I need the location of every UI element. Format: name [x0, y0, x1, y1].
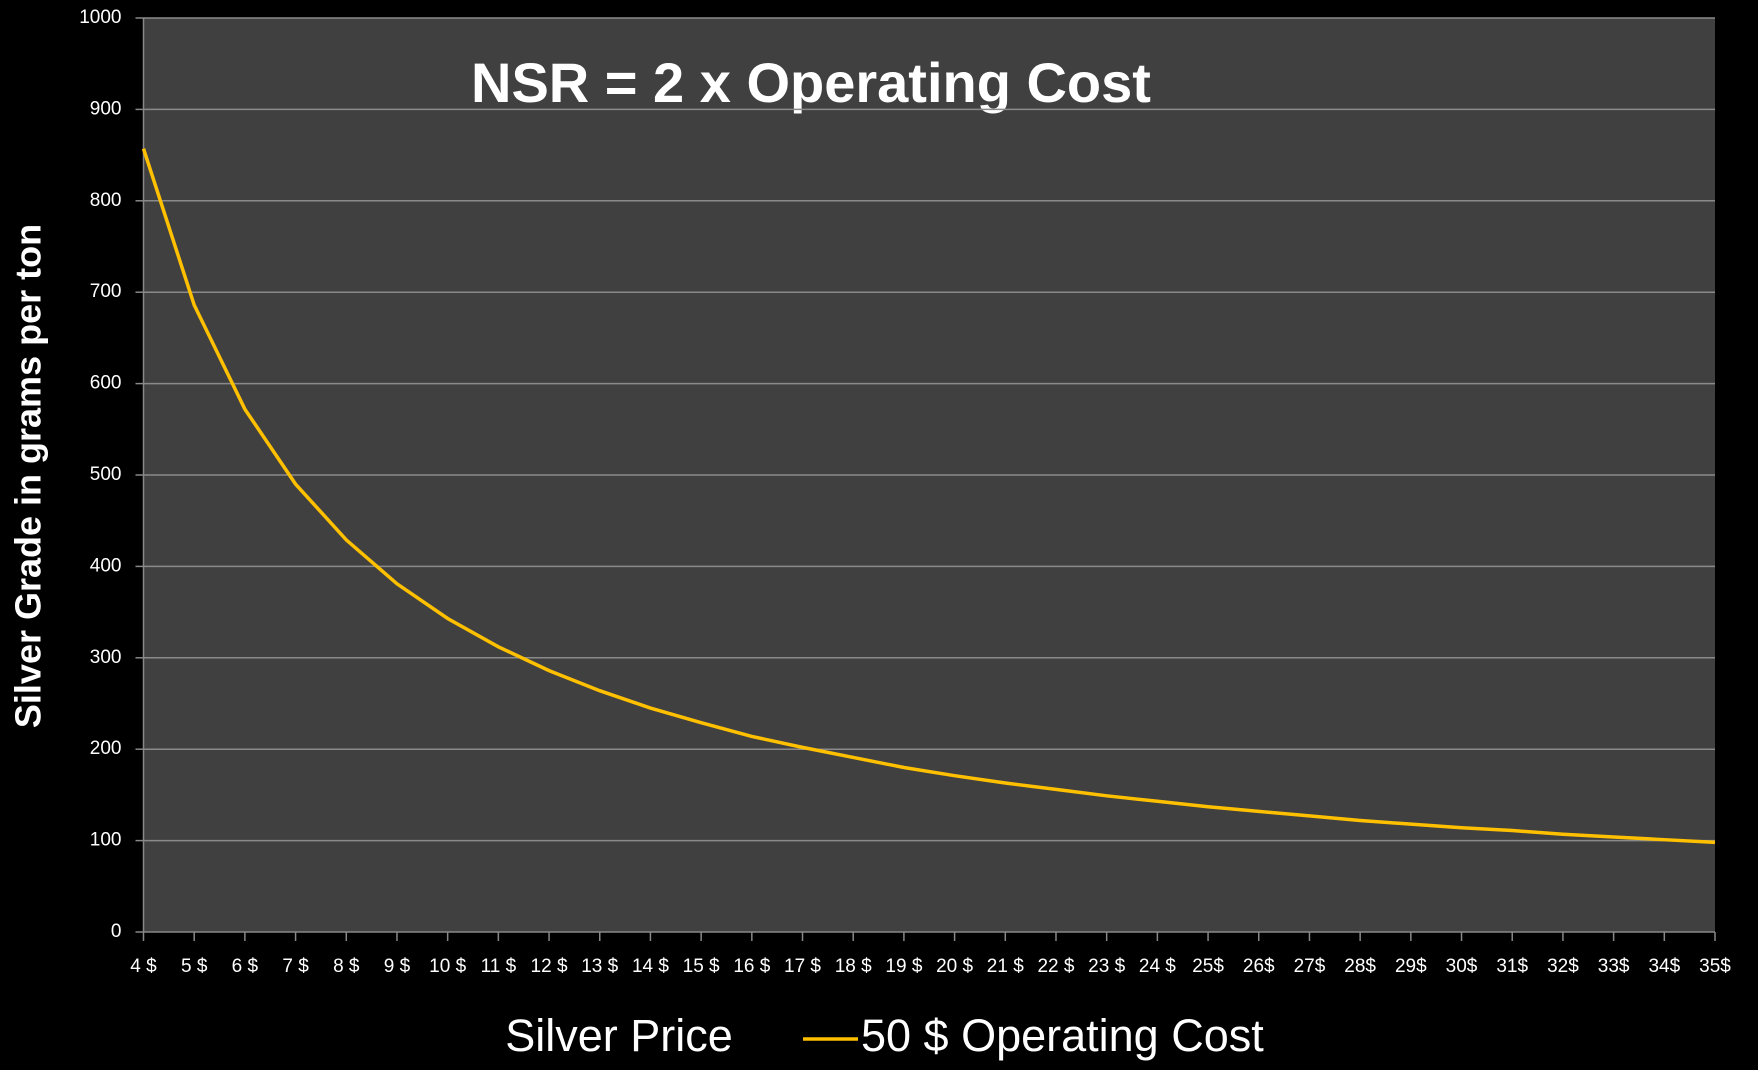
x-tick-label: 19 $ — [885, 956, 922, 977]
x-tick-label: 24 $ — [1139, 956, 1176, 977]
x-tick-label: 30$ — [1446, 956, 1478, 977]
x-tick-label: 17 $ — [784, 956, 821, 977]
x-tick-label: 9 $ — [384, 956, 411, 977]
x-tick-label: 32$ — [1547, 956, 1579, 977]
x-tick-label: 22 $ — [1037, 956, 1074, 977]
x-tick-label: 34$ — [1648, 956, 1680, 977]
y-tick-label: 500 — [90, 464, 122, 485]
y-axis-label: Silver Grade in grams per ton — [8, 224, 49, 728]
y-tick-label: 100 — [90, 830, 122, 851]
x-tick-label: 29$ — [1395, 956, 1427, 977]
x-tick-label: 20 $ — [936, 956, 973, 977]
x-tick-label: 4 $ — [130, 956, 157, 977]
x-tick-label: 8 $ — [333, 956, 360, 977]
y-tick-label: 700 — [90, 281, 122, 302]
y-tick-label: 300 — [90, 647, 122, 668]
y-tick-label: 900 — [90, 98, 122, 119]
x-tick-label: 15 $ — [683, 956, 720, 977]
legend-label: 50 $ Operating Cost — [861, 1010, 1264, 1061]
y-tick-label: 1000 — [79, 7, 121, 28]
x-tick-label: 25$ — [1192, 956, 1224, 977]
x-tick-label: 23 $ — [1088, 956, 1125, 977]
y-tick-label: 800 — [90, 190, 122, 211]
x-tick-label: 11 $ — [481, 956, 517, 977]
chart-title: NSR = 2 x Operating Cost — [471, 51, 1151, 114]
x-tick-label: 27$ — [1294, 956, 1326, 977]
x-tick-label: 16 $ — [733, 956, 770, 977]
x-tick-label: 31$ — [1496, 956, 1528, 977]
x-tick-label: 33$ — [1598, 956, 1630, 977]
x-tick-label: 26$ — [1243, 956, 1275, 977]
x-tick-label: 7 $ — [282, 956, 309, 977]
x-tick-label: 28$ — [1344, 956, 1376, 977]
x-tick-label: 18 $ — [835, 956, 872, 977]
y-tick-label: 600 — [90, 373, 122, 394]
x-tick-label: 13 $ — [581, 956, 618, 977]
x-tick-label: 14 $ — [632, 956, 669, 977]
x-axis-label: Silver Price — [505, 1010, 733, 1061]
y-tick-label: 0 — [111, 921, 122, 942]
y-tick-label: 200 — [90, 738, 122, 759]
line-series — [141, 148, 1716, 845]
x-tick-label: 21 $ — [987, 956, 1024, 977]
y-tick-label: 400 — [90, 555, 122, 576]
x-tick-label: 10 $ — [429, 956, 466, 977]
x-tick-label: 6 $ — [232, 956, 259, 977]
x-tick-label: 5 $ — [181, 956, 208, 977]
x-tick-label: 12 $ — [531, 956, 568, 977]
x-tick-label: 35$ — [1699, 956, 1731, 977]
